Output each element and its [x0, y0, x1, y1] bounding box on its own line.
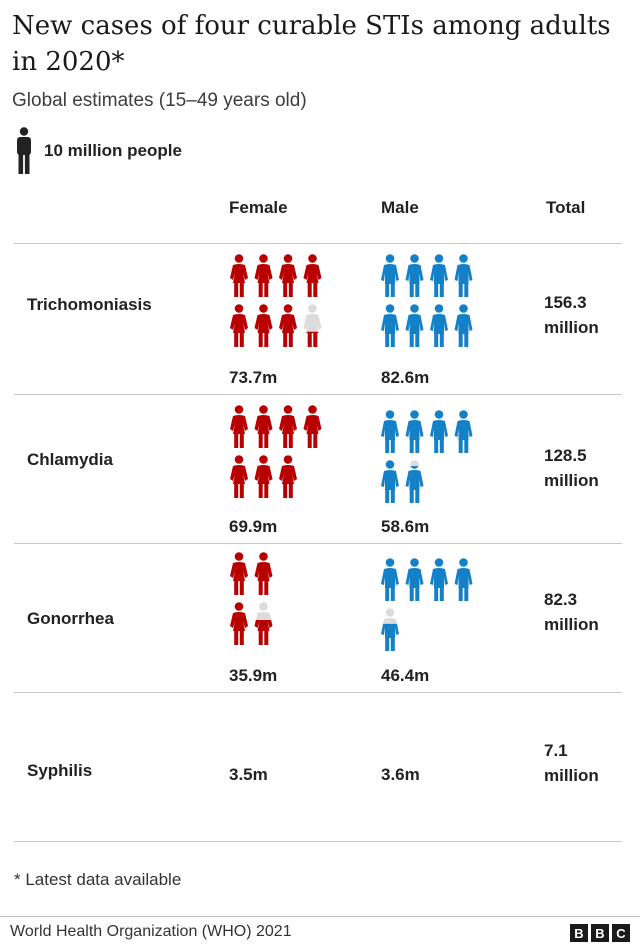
person-icon: [405, 304, 424, 347]
row-syphilis: Syphilis 3.5m 3.6m 7.1 million: [0, 693, 640, 841]
person-icon: [279, 455, 297, 498]
row-chlamydia: Chlamydia 69.9m 58.6m 128.5 million: [0, 395, 640, 543]
person-icon: [430, 304, 448, 347]
person-icon: [230, 455, 248, 498]
male-value-label: 58.6m: [381, 517, 430, 536]
male-pictogram: [381, 558, 473, 651]
logo-letter: B: [570, 924, 588, 942]
female-value-label: 73.7m: [229, 368, 278, 387]
divider: [14, 692, 622, 693]
person-icon: [381, 608, 399, 651]
logo-letter: B: [591, 924, 609, 942]
bbc-logo: B B C: [570, 924, 630, 942]
person-icon: [254, 254, 273, 297]
total-value: 82.3 million: [544, 587, 599, 637]
person-icon: [381, 254, 399, 297]
person-icon: [430, 410, 448, 453]
person-icon: [303, 405, 322, 448]
row-label: Chlamydia: [27, 450, 113, 469]
total-number: 7.1: [544, 741, 568, 760]
female-value-label: 35.9m: [229, 666, 278, 685]
total-unit: million: [544, 471, 599, 490]
legend-label: 10 million people: [44, 141, 182, 160]
total-number: 82.3: [544, 590, 578, 609]
male-pictogram: [381, 410, 473, 503]
person-icon: [381, 558, 399, 601]
person-icon: [254, 455, 273, 498]
person-icon: [254, 304, 273, 347]
total-value: 128.5 million: [544, 443, 599, 493]
divider: [14, 394, 622, 395]
female-value-label: 69.9m: [229, 517, 278, 536]
person-icon: [254, 552, 273, 595]
person-icon: [405, 460, 424, 503]
person-icon: [454, 558, 473, 601]
person-icon: [381, 304, 399, 347]
total-number: 128.5: [544, 446, 587, 465]
female-value-label: 3.5m: [229, 765, 268, 784]
total-value: 156.3 million: [544, 290, 599, 340]
legend: 10 million people: [14, 126, 182, 176]
logo-letter: C: [612, 924, 630, 942]
female-pictogram: [230, 254, 322, 347]
chart-title: New cases of four curable STIs among adu…: [12, 11, 611, 77]
person-icon: [454, 410, 473, 453]
female-pictogram: [230, 552, 273, 645]
person-icon: [405, 254, 424, 297]
person-icon: [230, 552, 248, 595]
person-icon: [430, 254, 448, 297]
divider: [14, 841, 622, 842]
person-icon: [381, 410, 399, 453]
column-header-male: Male: [381, 198, 419, 217]
person-icon: [230, 602, 248, 645]
divider: [14, 243, 622, 244]
person-icon: [230, 405, 248, 448]
person-icon: [279, 254, 297, 297]
person-icon: [454, 304, 473, 347]
person-icon: [254, 405, 273, 448]
column-header-female: Female: [229, 198, 288, 217]
person-icon: [405, 410, 424, 453]
row-label: Gonorrhea: [27, 609, 114, 628]
total-unit: million: [544, 615, 599, 634]
person-icon: [230, 254, 248, 297]
person-icon: [381, 460, 399, 503]
male-value-label: 46.4m: [381, 666, 430, 685]
divider: [14, 543, 622, 544]
person-icon: [430, 558, 448, 601]
row-label: Syphilis: [27, 761, 93, 780]
female-pictogram: [230, 405, 322, 498]
total-unit: million: [544, 766, 599, 785]
chart-subtitle: Global estimates (15–49 years old): [12, 90, 307, 111]
person-icon: [303, 254, 322, 297]
person-icon: [230, 304, 248, 347]
male-pictogram: [381, 254, 473, 347]
person-icon: [254, 602, 273, 645]
total-value: 7.1 million: [544, 738, 599, 788]
person-icon: [303, 304, 322, 347]
person-icon: [454, 254, 473, 297]
person-icon: [405, 558, 424, 601]
total-unit: million: [544, 318, 599, 337]
total-number: 156.3: [544, 293, 587, 312]
row-trichomoniasis: Trichomoniasis 73.7m 82.6m 156.3 million: [0, 244, 640, 394]
footnote: * Latest data available: [14, 870, 182, 889]
male-value-label: 3.6m: [381, 765, 420, 784]
male-value-label: 82.6m: [381, 368, 430, 387]
footer-divider: [0, 916, 640, 917]
row-gonorrhea: Gonorrhea 35.9m 46.4m 82.3 million: [0, 544, 640, 692]
row-label: Trichomoniasis: [27, 295, 152, 314]
source-text: World Health Organization (WHO) 2021: [10, 923, 292, 940]
person-icon: [279, 405, 297, 448]
column-header-total: Total: [546, 198, 586, 217]
person-icon: [17, 127, 31, 174]
person-icon: [279, 304, 297, 347]
